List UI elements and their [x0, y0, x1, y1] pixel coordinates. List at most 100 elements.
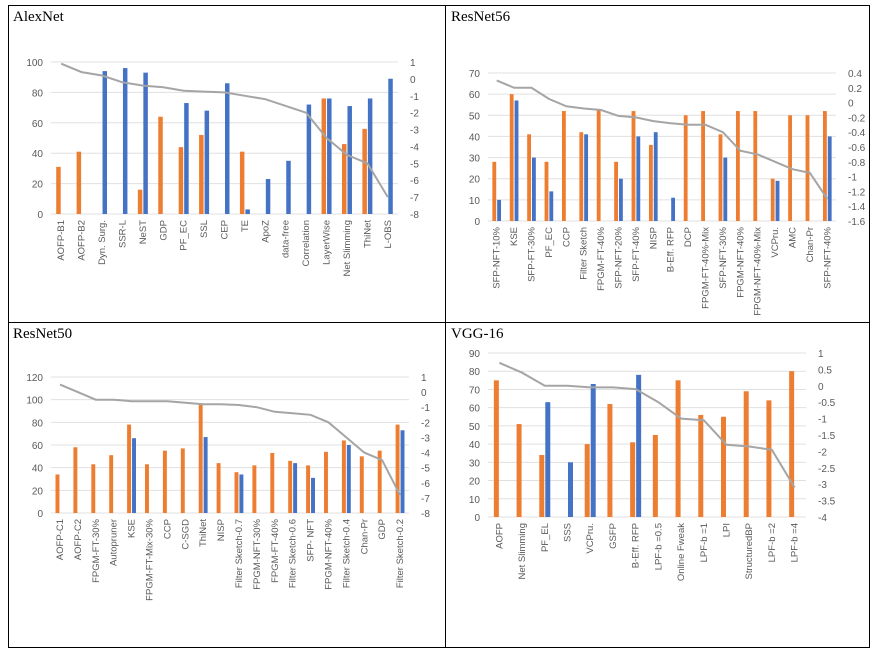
bar-orange	[252, 465, 257, 513]
y2-tick-label: -1.2	[848, 187, 866, 198]
y2-tick-label: -7	[421, 494, 430, 505]
y-tick-label: 90	[469, 349, 481, 360]
bar-orange	[516, 424, 522, 517]
x-tick-label: Chan-Pr	[805, 227, 816, 262]
y-tick-label: 0	[474, 513, 480, 524]
trend-line-series	[60, 62, 389, 198]
y2-tick-label: -0.4	[848, 128, 866, 139]
bar-orange	[270, 452, 275, 513]
y2-tick-label: 0	[410, 75, 416, 86]
bar-orange	[718, 134, 723, 221]
bar-orange	[648, 144, 653, 221]
y2-tick-label: -2	[421, 418, 430, 429]
bar-orange	[789, 371, 795, 517]
y-tick-label: 70	[469, 385, 481, 396]
bar-orange	[359, 456, 364, 513]
x-tick-label: SFP-FT-40%	[631, 226, 642, 281]
bar-orange	[822, 111, 827, 221]
bar-blue	[827, 136, 832, 221]
y2-tick-label: -8	[410, 210, 419, 221]
bar-blue	[636, 136, 641, 221]
bar-orange	[652, 435, 658, 517]
x-tick-label: GSFP	[608, 523, 619, 549]
bar-orange	[341, 440, 346, 513]
x-tick-label: Filter Sketch-0.7	[234, 519, 245, 588]
x-tick-label: TE	[240, 220, 251, 232]
y-tick-label: 80	[469, 367, 481, 378]
bar-blue	[653, 132, 658, 221]
alexnet-title: AlexNet	[13, 9, 64, 25]
bar-orange	[145, 464, 149, 513]
x-tick-label: GDP	[158, 220, 169, 241]
x-tick-label: Chan-Pr	[359, 519, 370, 554]
grid-divider-vertical	[445, 6, 446, 647]
resnet56-title: ResNet56	[451, 9, 511, 25]
y2-tick-label: -4	[410, 142, 419, 153]
y2-tick-label: -2.5	[818, 464, 836, 475]
x-tick-label: SSL	[199, 220, 210, 238]
y-tick-label: 30	[469, 154, 481, 165]
x-tick-label: KSE	[509, 227, 520, 246]
x-tick-label: FPGM-FT-40%-Mix	[701, 227, 712, 309]
x-tick-label: SFP-NFT-10%	[492, 226, 503, 288]
x-tick-label: GDP	[377, 519, 388, 540]
x-tick-label: Net Slimming	[517, 523, 528, 580]
x-tick-label: CCP	[162, 519, 173, 539]
y-tick-label: 80	[32, 88, 44, 99]
bar-orange	[584, 444, 590, 517]
x-tick-label: Dyn. Surg.	[97, 220, 108, 265]
bar-blue	[723, 157, 728, 221]
bar-blue	[636, 374, 642, 517]
x-tick-label: SSR-L	[117, 220, 128, 248]
y2-tick-label: 1	[818, 349, 824, 360]
bar-blue	[400, 430, 405, 513]
bar-orange	[766, 400, 772, 517]
x-tick-label: ApoZ	[260, 220, 271, 243]
bar-orange	[55, 474, 60, 513]
bar-orange	[239, 151, 245, 214]
x-tick-label: FPGM-FT-30%	[91, 518, 102, 582]
bar-blue	[132, 438, 136, 513]
y2-tick-label: -1	[818, 415, 827, 426]
x-tick-label: CEP	[220, 220, 231, 240]
x-tick-label: FPGM-NFT-40%	[323, 518, 334, 589]
x-tick-label: SFP-NFT-20%	[614, 226, 625, 288]
bar-blue	[671, 197, 676, 221]
x-tick-label: SFP- NFT	[306, 519, 317, 562]
bar-blue	[532, 157, 536, 221]
y2-tick-label: 0	[818, 382, 824, 393]
bar-blue	[203, 437, 208, 513]
bar-orange	[493, 380, 499, 517]
bar-orange	[234, 472, 239, 513]
y2-tick-label: -3	[818, 480, 827, 491]
bar-blue	[184, 103, 189, 214]
bar-blue	[514, 100, 519, 221]
bar-orange	[539, 455, 545, 517]
x-tick-label: VCPru.	[585, 523, 596, 554]
bar-blue	[549, 191, 554, 221]
x-tick-label: AMC	[788, 227, 799, 248]
resnet56-chart: 0 10 20 30 40 50 60 70 0.4 0.2 0 -0.2 -0.4 -0.6 -0.8 -1…	[469, 69, 866, 316]
bar-orange	[178, 147, 184, 214]
bar-orange	[683, 115, 688, 221]
x-tick-label: FPGM-NFT-40%	[735, 226, 746, 297]
x-tick-label: NISP	[648, 227, 659, 249]
bar-blue	[239, 474, 244, 513]
y2-tick-label: -5	[410, 159, 419, 170]
y-tick-label: 10	[469, 495, 481, 506]
y-tick-label: 20	[32, 486, 44, 497]
bar-orange	[561, 111, 566, 221]
trend-line-series	[59, 383, 401, 496]
y-tick-label: 80	[32, 418, 44, 429]
y2-tick-label: 0.2	[848, 84, 862, 95]
x-tick-label: FPGM-FT-40%	[270, 518, 281, 582]
x-tick-label: FPGM-NFT-40%-Mix	[753, 227, 764, 316]
resnet50-title: ResNet50	[13, 326, 73, 342]
bar-orange	[675, 380, 681, 517]
trend-line-series	[499, 361, 796, 489]
x-tick-label: LPF-b =1	[699, 523, 710, 562]
y2-tick-label: 1	[421, 373, 427, 384]
x-tick-label: DCP	[683, 227, 694, 247]
x-tick-label: Filter Sketch-0.6	[288, 519, 299, 588]
grid-divider-horizontal	[9, 322, 869, 323]
